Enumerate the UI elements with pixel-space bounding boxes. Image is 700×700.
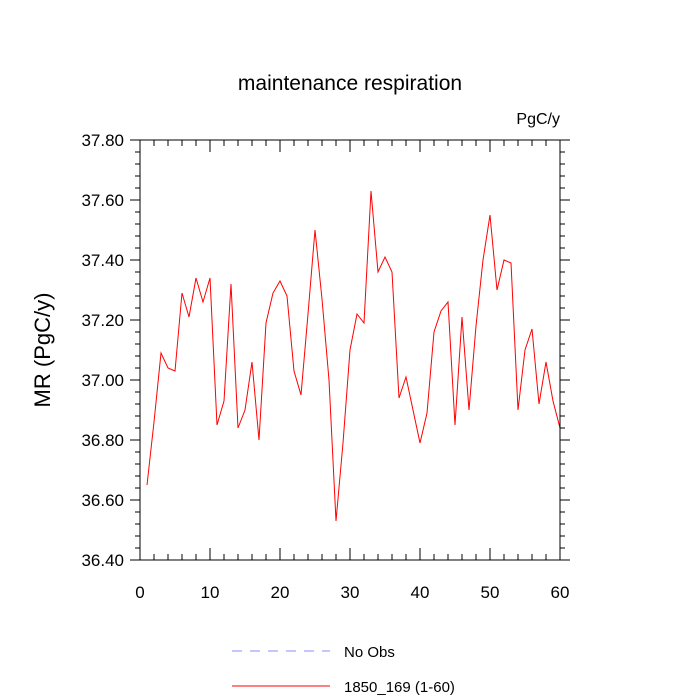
y-tick-label: 37.00: [81, 371, 124, 390]
y-tick-label: 36.60: [81, 491, 124, 510]
series-layer: [146, 190, 561, 522]
x-tick-label: 40: [411, 583, 430, 602]
plot-frame: [139, 139, 561, 561]
series-line: [146, 190, 561, 522]
y-tick-label: 36.80: [81, 431, 124, 450]
y-tick-label: 37.40: [81, 251, 124, 270]
y-tick-label: 37.60: [81, 191, 124, 210]
units-label: PgC/y: [516, 111, 560, 128]
y-tick-labels: 36.40 36.60 36.80 37.00 37.20 37.40 37.60 37.80: [81, 131, 124, 570]
y-tick-label: 36.40: [81, 551, 124, 570]
x-tick-label: 50: [481, 583, 500, 602]
y-axis-label: MR (PgC/y): [30, 293, 55, 408]
x-tick-label: 30: [341, 583, 360, 602]
legend-label-no-obs: No Obs: [344, 644, 395, 661]
x-tick-label: 20: [271, 583, 290, 602]
x-tick-label: 0: [135, 583, 144, 602]
y-tick-label: 37.80: [81, 131, 124, 150]
x-tick-labels: 0 10 20 30 40 50 60: [135, 583, 569, 602]
legend: No Obs 1850_169 (1-60): [232, 644, 455, 696]
x-tick-label: 60: [551, 583, 570, 602]
chart-title: maintenance respiration: [238, 72, 462, 95]
legend-label-series: 1850_169 (1-60): [344, 679, 455, 696]
y-tick-label: 37.20: [81, 311, 124, 330]
x-tick-label: 10: [201, 583, 220, 602]
